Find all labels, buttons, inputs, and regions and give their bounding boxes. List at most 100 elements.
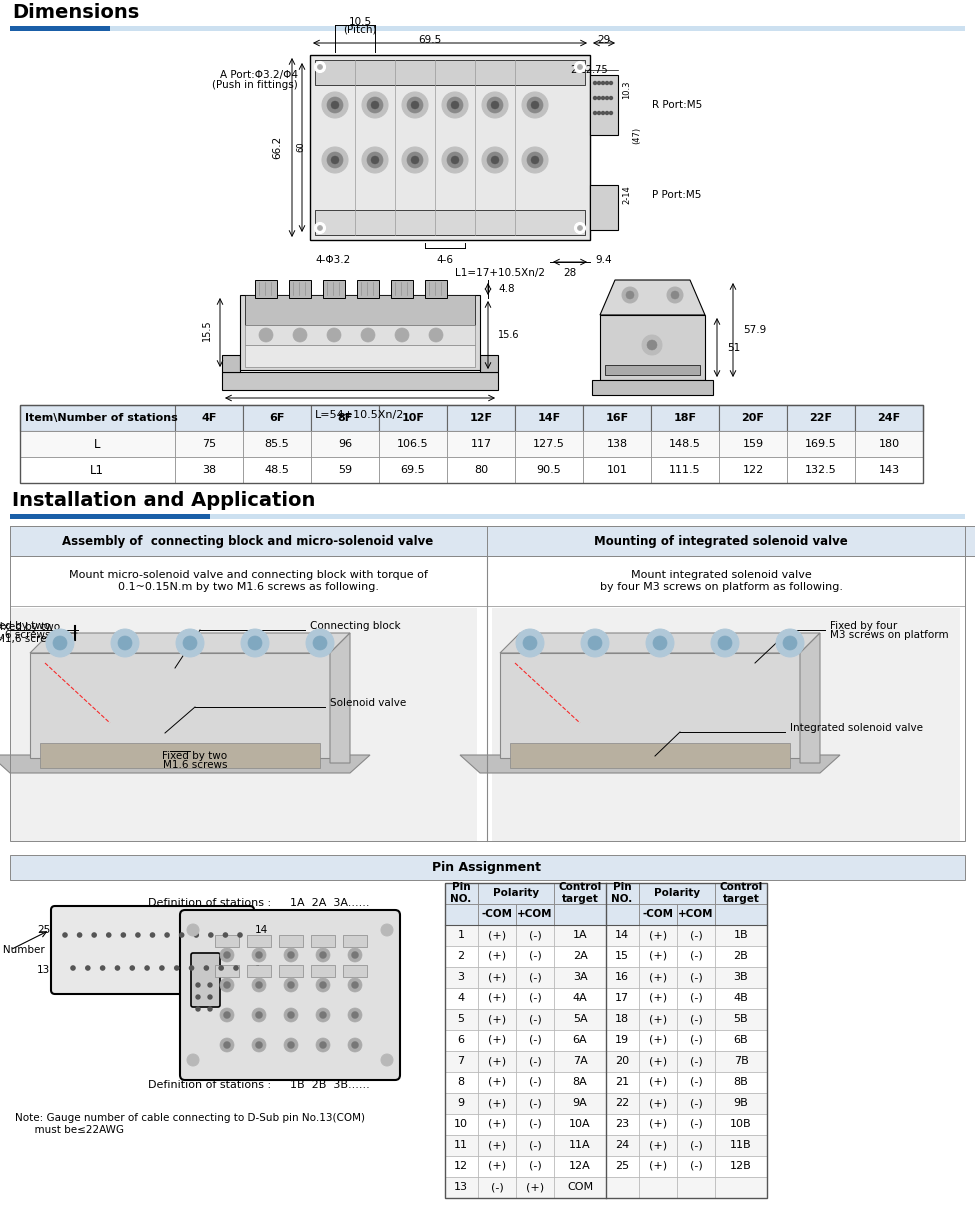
Bar — [639, 946, 677, 967]
Circle shape — [487, 98, 503, 113]
Circle shape — [208, 983, 212, 987]
Circle shape — [487, 152, 503, 168]
Text: 14: 14 — [615, 930, 629, 940]
Text: 1A: 1A — [572, 930, 587, 940]
Text: Pin Assignment: Pin Assignment — [433, 861, 541, 874]
Circle shape — [491, 156, 499, 165]
Circle shape — [491, 101, 499, 108]
Circle shape — [588, 636, 602, 650]
Circle shape — [362, 147, 388, 173]
Circle shape — [362, 91, 388, 118]
Bar — [445, 1178, 478, 1198]
Text: 9.4: 9.4 — [595, 255, 611, 265]
Circle shape — [371, 101, 379, 108]
Circle shape — [223, 981, 230, 989]
Text: 25: 25 — [37, 925, 50, 935]
Text: (-): (-) — [528, 993, 541, 1003]
Text: 18: 18 — [615, 1014, 629, 1024]
Bar — [677, 1072, 715, 1093]
Polygon shape — [330, 633, 350, 763]
Text: 19: 19 — [615, 1035, 629, 1045]
Bar — [243, 405, 311, 432]
Bar — [606, 1093, 639, 1114]
Text: Control
target: Control target — [720, 883, 762, 903]
Bar — [279, 935, 303, 947]
Bar — [606, 1114, 639, 1135]
Circle shape — [183, 636, 197, 650]
Bar — [175, 432, 243, 457]
Text: (-): (-) — [689, 1140, 702, 1150]
Text: (-): (-) — [689, 1035, 702, 1045]
Bar — [787, 405, 855, 432]
Bar — [243, 457, 311, 483]
Circle shape — [85, 965, 91, 970]
Bar — [606, 946, 639, 967]
Bar — [379, 432, 447, 457]
Bar — [478, 1051, 516, 1072]
Text: 5B: 5B — [733, 1014, 749, 1024]
Bar — [719, 405, 787, 432]
Bar — [516, 989, 554, 1009]
Text: 12B: 12B — [730, 1160, 752, 1171]
Bar — [478, 1114, 516, 1135]
Text: (-): (-) — [528, 1140, 541, 1150]
Circle shape — [220, 1008, 234, 1022]
Circle shape — [516, 629, 544, 657]
Circle shape — [284, 978, 298, 992]
Text: (+): (+) — [488, 1056, 506, 1065]
Circle shape — [77, 933, 82, 937]
Bar — [215, 965, 239, 976]
Circle shape — [115, 965, 120, 970]
Circle shape — [252, 978, 266, 992]
Bar — [445, 1114, 478, 1135]
Circle shape — [647, 340, 657, 350]
Circle shape — [598, 111, 601, 115]
Circle shape — [605, 82, 608, 84]
Circle shape — [381, 1054, 393, 1065]
Bar — [445, 883, 767, 1198]
Text: 3: 3 — [457, 972, 464, 983]
Text: 11: 11 — [454, 1140, 468, 1150]
Bar — [279, 965, 303, 976]
Circle shape — [164, 933, 170, 937]
Bar — [315, 210, 585, 235]
Text: R Port:M5: R Port:M5 — [652, 100, 702, 110]
Bar — [478, 925, 516, 946]
Text: (-): (-) — [528, 1098, 541, 1108]
Bar — [315, 60, 585, 85]
Bar — [20, 432, 175, 457]
Text: Definition of stations :: Definition of stations : — [148, 1080, 271, 1090]
Bar — [516, 1114, 554, 1135]
Text: 5A: 5A — [572, 1014, 587, 1024]
Bar — [639, 1093, 677, 1114]
Bar — [478, 1093, 516, 1114]
Circle shape — [348, 948, 362, 962]
Bar — [715, 989, 767, 1009]
Circle shape — [371, 156, 379, 165]
Text: 10: 10 — [454, 1119, 468, 1129]
Circle shape — [255, 1041, 262, 1048]
Circle shape — [320, 1041, 327, 1048]
Bar — [600, 315, 705, 380]
Text: 60: 60 — [296, 141, 305, 152]
Text: (+): (+) — [488, 1119, 506, 1129]
Text: 12F: 12F — [470, 413, 492, 423]
Circle shape — [121, 933, 126, 937]
Polygon shape — [30, 633, 350, 653]
Circle shape — [288, 952, 294, 958]
Circle shape — [255, 952, 262, 958]
Bar — [222, 372, 498, 390]
Text: 6F: 6F — [269, 413, 285, 423]
Circle shape — [248, 636, 262, 650]
Bar — [583, 432, 651, 457]
Circle shape — [220, 1039, 234, 1052]
Polygon shape — [0, 755, 370, 773]
Bar — [677, 1030, 715, 1051]
Text: (+): (+) — [649, 1056, 667, 1065]
Text: 111.5: 111.5 — [669, 464, 701, 475]
Circle shape — [259, 328, 273, 343]
Text: 3B: 3B — [733, 972, 749, 983]
Text: (+): (+) — [488, 1098, 506, 1108]
Circle shape — [407, 98, 423, 113]
Circle shape — [62, 933, 68, 937]
